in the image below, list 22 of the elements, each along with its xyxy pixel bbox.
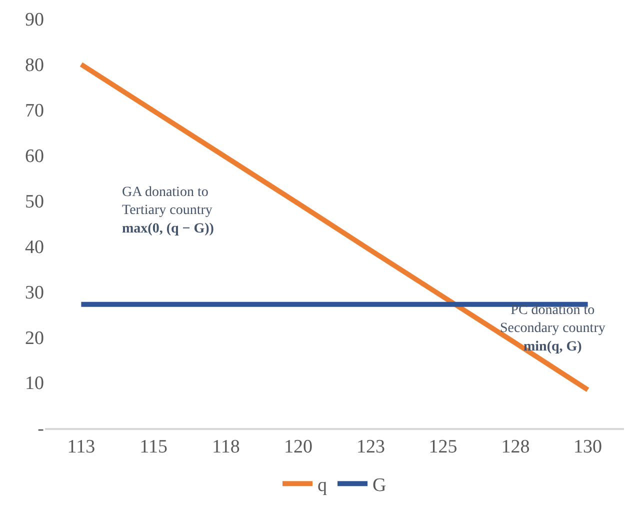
x-tick-label: 130: [574, 436, 602, 458]
x-tick-label: 120: [284, 436, 313, 458]
x-tick-label: 115: [140, 436, 168, 458]
x-tick-label: 113: [67, 436, 96, 458]
y-tick-label: 70: [25, 100, 44, 122]
y-tick-label: 80: [25, 55, 44, 76]
y-tick-label: 30: [25, 282, 44, 304]
y-tick-label: 20: [25, 328, 44, 349]
annotation: GA donation to Tertiary country max(0, (q − G)): [122, 185, 214, 236]
x-tick-label: 118: [212, 436, 240, 458]
legend-label: q: [318, 475, 328, 496]
y-tick-label: 10: [25, 373, 44, 394]
legend-label: G: [372, 475, 386, 496]
y-tick-label: 40: [25, 236, 44, 258]
y-tick-label: -: [38, 418, 44, 440]
y-tick-label: 60: [25, 146, 44, 167]
annotation: PC donation to Secondary country min(q, G): [500, 303, 606, 354]
y-tick-label: 50: [25, 191, 44, 212]
x-tick-label: 123: [356, 436, 385, 458]
y-tick-label: 90: [25, 10, 44, 31]
x-tick-label: 125: [428, 436, 458, 458]
x-tick-label: 128: [501, 436, 530, 458]
